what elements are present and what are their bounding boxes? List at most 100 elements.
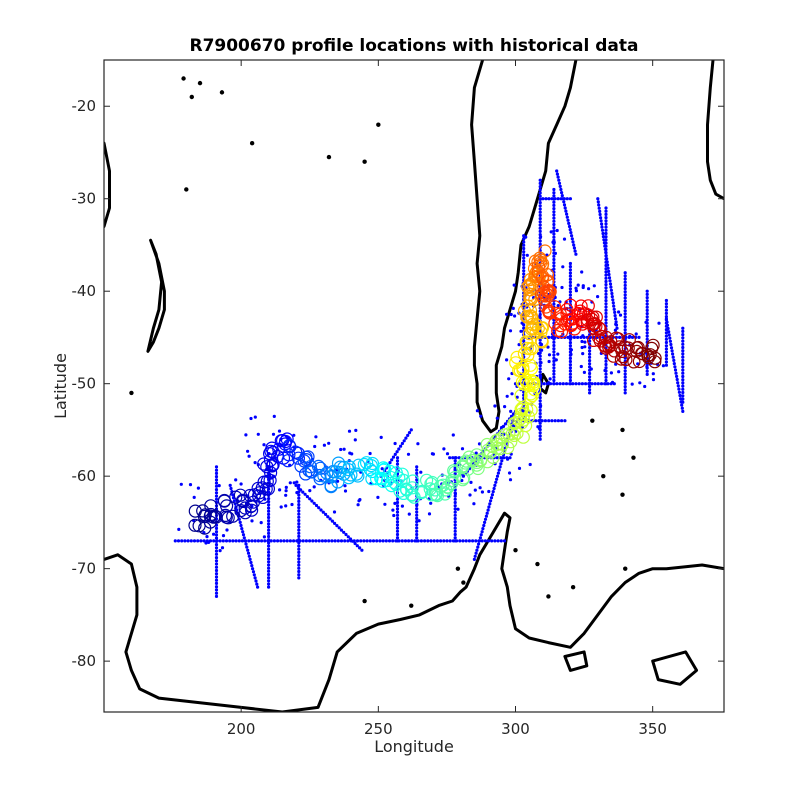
historical-point xyxy=(192,495,196,499)
historical-point xyxy=(320,539,324,543)
historical-point xyxy=(493,404,497,408)
historical-point xyxy=(559,187,563,192)
historical-point xyxy=(605,260,609,264)
historical-point xyxy=(415,536,419,540)
historical-point xyxy=(484,514,488,518)
historical-point xyxy=(538,239,542,243)
historical-point xyxy=(214,533,219,537)
historical-point xyxy=(588,352,592,356)
historical-point xyxy=(539,235,543,239)
historical-point xyxy=(253,576,257,580)
historical-point xyxy=(568,268,573,272)
historical-point xyxy=(623,271,627,275)
historical-point xyxy=(589,367,593,371)
historical-point xyxy=(241,530,245,534)
historical-point xyxy=(186,539,190,543)
historical-point xyxy=(604,302,608,306)
coastline-islet xyxy=(362,159,367,164)
historical-point xyxy=(681,352,685,356)
historical-point xyxy=(214,465,219,469)
float-profile-marker xyxy=(203,509,217,523)
coastline-islet xyxy=(513,547,518,553)
historical-point xyxy=(395,532,400,537)
float-profile-marker xyxy=(257,457,271,471)
axes-box xyxy=(103,59,725,713)
historical-point xyxy=(509,312,513,317)
historical-point xyxy=(570,234,574,238)
historical-point xyxy=(278,488,282,492)
float-profile-marker xyxy=(383,464,397,478)
float-profile-marker xyxy=(376,461,391,475)
historical-point xyxy=(410,539,414,543)
historical-point xyxy=(395,520,400,524)
historical-point xyxy=(538,396,542,400)
historical-point xyxy=(284,493,288,497)
historical-point xyxy=(568,277,573,281)
historical-point xyxy=(448,539,452,543)
float-profile-marker xyxy=(441,480,455,494)
historical-point xyxy=(597,206,601,210)
historical-point xyxy=(214,572,219,576)
historical-point xyxy=(395,526,400,530)
historical-point xyxy=(353,438,357,442)
historical-point xyxy=(284,504,288,508)
historical-point xyxy=(267,550,271,554)
historical-point xyxy=(664,305,669,309)
historical-point xyxy=(623,315,627,319)
historical-point xyxy=(562,237,567,241)
historical-point xyxy=(251,570,256,574)
historical-point xyxy=(538,223,542,227)
historical-point xyxy=(572,246,577,250)
historical-point xyxy=(568,359,573,364)
historical-point xyxy=(455,539,459,543)
historical-point xyxy=(623,293,627,297)
historical-point xyxy=(214,575,219,579)
historical-point xyxy=(430,452,434,456)
coastline-islet xyxy=(546,594,551,599)
historical-point xyxy=(451,456,455,460)
historical-point xyxy=(574,289,579,293)
historical-point xyxy=(324,512,328,517)
historical-point xyxy=(676,384,680,388)
historical-point xyxy=(493,539,497,543)
float-profile-marker xyxy=(282,448,296,462)
coastline-islet xyxy=(455,566,461,571)
historical-point xyxy=(552,340,556,344)
historical-point xyxy=(552,194,556,198)
historical-point xyxy=(413,539,417,543)
historical-point xyxy=(267,544,271,548)
float-profile-marker xyxy=(301,450,315,464)
historical-point xyxy=(674,371,678,375)
historical-point xyxy=(251,567,255,571)
historical-point xyxy=(541,197,545,201)
historical-point xyxy=(623,372,627,376)
float-profile-marker xyxy=(485,439,499,453)
historical-point xyxy=(522,250,526,254)
historical-point xyxy=(297,544,301,548)
historical-point xyxy=(486,508,490,512)
coastline-islet xyxy=(184,187,189,192)
historical-point xyxy=(247,539,251,543)
float-profile-marker xyxy=(265,459,279,473)
historical-point xyxy=(581,334,585,338)
historical-point xyxy=(603,382,607,386)
historical-point xyxy=(597,203,601,207)
historical-point xyxy=(668,336,672,340)
historical-point xyxy=(487,505,491,509)
historical-point xyxy=(604,362,608,367)
historical-point xyxy=(664,360,669,364)
historical-point xyxy=(623,296,627,300)
historical-point xyxy=(538,421,542,425)
historical-point xyxy=(664,311,669,315)
historical-point xyxy=(623,283,627,287)
historical-point xyxy=(607,272,611,277)
historical-point xyxy=(612,304,616,308)
float-profile-marker xyxy=(541,288,555,302)
historical-point xyxy=(254,579,258,583)
historical-point xyxy=(522,240,526,244)
historical-point xyxy=(214,478,219,482)
historical-point xyxy=(505,312,509,316)
historical-point xyxy=(566,218,570,222)
historical-point xyxy=(279,505,283,509)
historical-point xyxy=(547,381,551,385)
